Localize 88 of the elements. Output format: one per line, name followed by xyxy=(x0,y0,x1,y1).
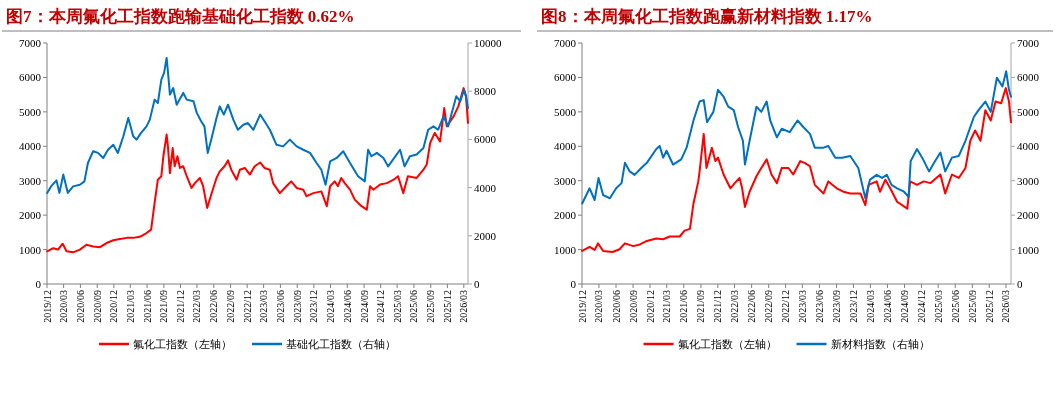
x-tick-label: 2024/12 xyxy=(915,290,927,323)
y-tick-label: 6000 xyxy=(554,71,577,84)
x-tick-label: 2024/12 xyxy=(375,290,387,323)
x-tick-label: 2024/09 xyxy=(899,290,911,323)
x-tick-label: 2022/06 xyxy=(746,290,758,323)
chart-title: 图7：本周氟化工指数跑输基础化工指数 0.62% xyxy=(6,7,355,26)
x-tick-label: 2025/12 xyxy=(441,290,453,323)
x-tick-label: 2020/09 xyxy=(627,290,639,323)
x-tick-label: 2020/12 xyxy=(108,290,120,323)
x-tick-label: 2021/06 xyxy=(141,290,153,323)
y-tick-label: 7000 xyxy=(19,37,42,49)
y-tick-label: 4000 xyxy=(19,140,42,153)
y-tick-label: 5000 xyxy=(19,105,42,118)
x-tick-label: 2025/09 xyxy=(425,290,437,323)
y-tick-label: 7000 xyxy=(554,37,577,49)
x-tick-label: 2024/06 xyxy=(341,290,353,323)
y-tick-label: 5000 xyxy=(554,105,577,118)
x-tick-label: 2020/09 xyxy=(91,290,103,323)
x-tick-label: 2019/12 xyxy=(576,290,588,323)
x-tick-label: 2022/12 xyxy=(780,290,792,323)
x-tick-label: 2026/03 xyxy=(458,290,470,323)
chart-title: 图8：本周氟化工指数跑赢新材料指数 1.17% xyxy=(541,7,873,26)
y2-tick-label: 4000 xyxy=(474,181,497,194)
x-tick-label: 2023/12 xyxy=(308,290,320,323)
y2-tick-label: 3000 xyxy=(1017,174,1040,187)
x-tick-label: 2021/09 xyxy=(158,290,170,323)
x-tick-label: 2019/12 xyxy=(41,290,53,323)
x-tick-label: 2022/03 xyxy=(191,290,203,323)
y-tick-label: 3000 xyxy=(19,174,42,187)
x-tick-label: 2020/06 xyxy=(610,290,622,323)
y-tick-label: 4000 xyxy=(554,140,577,153)
x-tick-label: 2023/03 xyxy=(258,290,270,323)
x-tick-label: 2023/09 xyxy=(831,290,843,323)
x-tick-label: 2020/03 xyxy=(593,290,605,323)
x-tick-label: 2025/06 xyxy=(408,290,420,323)
x-tick-label: 2020/03 xyxy=(58,290,70,323)
x-tick-label: 2022/06 xyxy=(208,290,220,323)
y2-tick-label: 4000 xyxy=(1017,140,1040,153)
x-tick-label: 2021/09 xyxy=(695,290,707,323)
x-tick-label: 2024/06 xyxy=(881,290,893,323)
y-tick-label: 2000 xyxy=(19,209,42,222)
x-tick-label: 2020/12 xyxy=(644,290,656,323)
y-tick-label: 0 xyxy=(35,278,42,290)
legend-label: 氟化工指数（左轴） xyxy=(133,338,232,350)
x-tick-label: 2024/03 xyxy=(864,290,876,323)
x-tick-label: 2026/03 xyxy=(1000,290,1012,323)
y2-tick-label: 6000 xyxy=(474,133,497,146)
y2-tick-label: 1000 xyxy=(1017,243,1040,256)
y2-tick-label: 5000 xyxy=(1017,105,1040,118)
x-tick-label: 2024/03 xyxy=(324,290,336,323)
y-tick-label: 1000 xyxy=(19,243,42,256)
x-tick-label: 2021/03 xyxy=(661,290,673,323)
y-tick-label: 3000 xyxy=(554,174,577,187)
x-tick-label: 2021/12 xyxy=(712,290,724,323)
x-tick-label: 2022/12 xyxy=(241,290,253,323)
x-tick-label: 2022/09 xyxy=(225,290,237,323)
y2-tick-label: 0 xyxy=(1017,278,1023,290)
legend-label: 氟化工指数（左轴） xyxy=(677,338,777,350)
y2-tick-label: 0 xyxy=(474,278,480,290)
x-tick-label: 2020/06 xyxy=(74,290,86,323)
legend-label: 基础化工指数（右轴） xyxy=(286,338,396,350)
y2-tick-label: 8000 xyxy=(474,85,497,98)
y-tick-label: 1000 xyxy=(554,243,577,256)
x-tick-label: 2025/03 xyxy=(932,290,944,323)
y-tick-label: 6000 xyxy=(19,71,42,84)
x-tick-label: 2023/06 xyxy=(274,290,286,323)
y-tick-label: 2000 xyxy=(554,209,577,222)
legend-label: 新材料指数（右轴） xyxy=(830,338,930,350)
x-tick-label: 2023/03 xyxy=(796,290,808,323)
y2-tick-label: 7000 xyxy=(1017,37,1040,49)
x-tick-label: 2025/12 xyxy=(983,290,995,323)
x-tick-label: 2025/06 xyxy=(949,290,961,323)
x-tick-label: 2022/03 xyxy=(729,290,741,323)
y2-tick-label: 2000 xyxy=(1017,209,1040,222)
x-tick-label: 2021/03 xyxy=(124,290,136,323)
x-tick-label: 2021/12 xyxy=(175,290,187,323)
x-tick-label: 2023/12 xyxy=(847,290,859,323)
x-tick-label: 2023/09 xyxy=(291,290,303,323)
x-tick-label: 2021/06 xyxy=(678,290,690,323)
x-tick-label: 2024/09 xyxy=(358,290,370,323)
y2-tick-label: 10000 xyxy=(474,37,502,49)
x-tick-label: 2025/09 xyxy=(966,290,978,323)
y2-tick-label: 6000 xyxy=(1017,71,1040,84)
x-tick-label: 2022/09 xyxy=(763,290,775,323)
y-tick-label: 0 xyxy=(570,278,577,290)
x-tick-label: 2025/03 xyxy=(391,290,403,323)
x-tick-label: 2023/06 xyxy=(813,290,825,323)
y2-tick-label: 2000 xyxy=(474,229,497,242)
